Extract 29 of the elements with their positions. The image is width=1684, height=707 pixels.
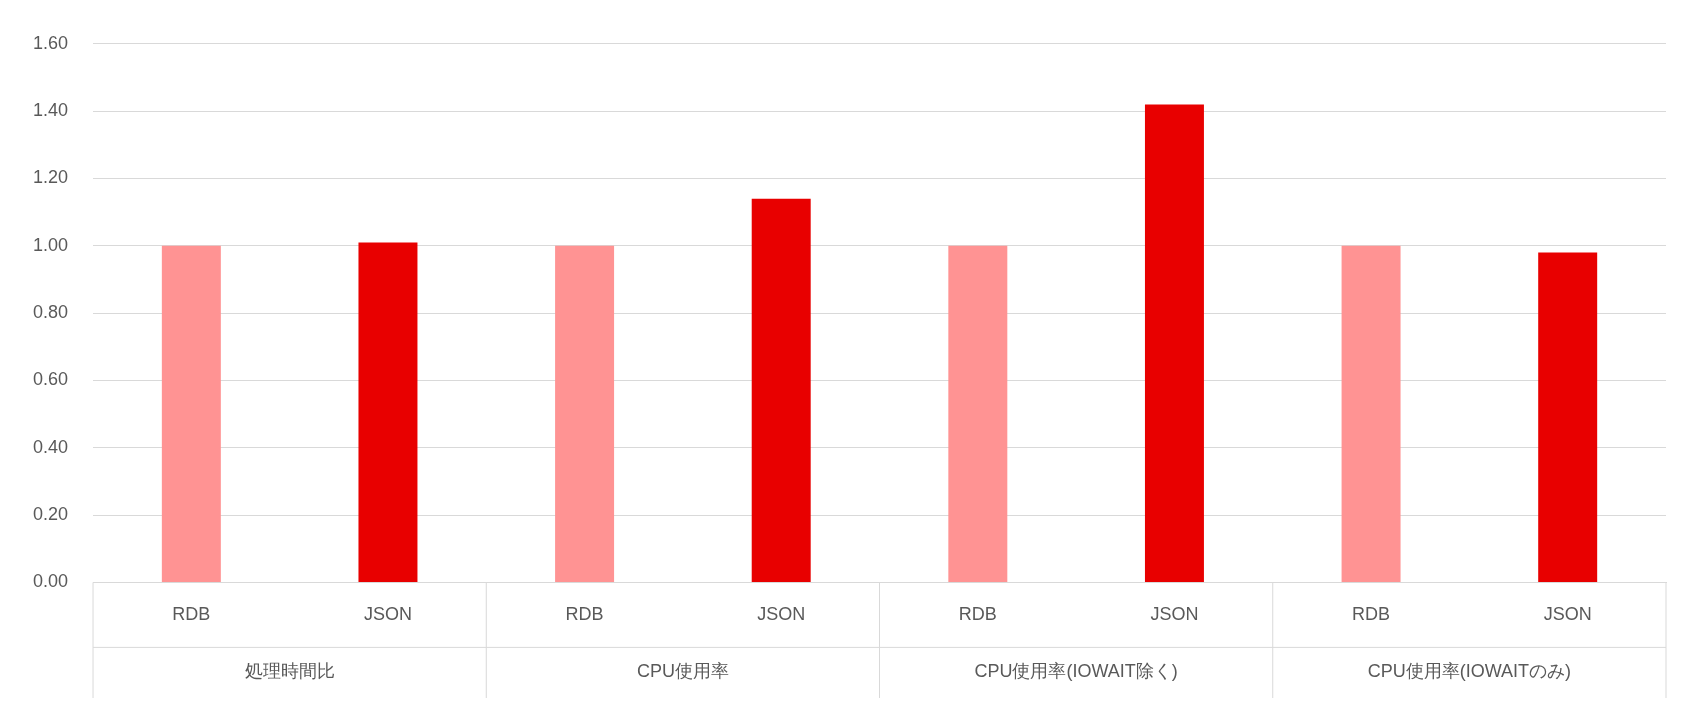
y-tick-label: 0.00 [32, 571, 69, 592]
y-tick-label: 1.00 [32, 234, 69, 255]
x-tick-label: JSON [1543, 604, 1592, 625]
text: 処理時間比 [244, 661, 335, 682]
x-tick-label: JSON [1150, 604, 1199, 625]
bar [555, 245, 615, 582]
y-tick-label: 0.40 [32, 436, 69, 457]
bar [1538, 252, 1598, 582]
bar [751, 198, 811, 582]
bar [1341, 245, 1401, 582]
x-tick-label: JSON [757, 604, 806, 625]
x-tick-label: RDB [172, 604, 211, 625]
y-tick-label: 0.20 [32, 504, 69, 525]
x-tick-label: RDB [958, 604, 997, 625]
y-tick-label: 1.60 [32, 32, 69, 53]
bar [1144, 104, 1204, 582]
y-tick-label: 1.40 [32, 100, 69, 121]
y-tick-label: 1.20 [32, 167, 69, 188]
x-tick-label: JSON [363, 604, 412, 625]
text: CPU使用率(IOWAIT除く) [974, 661, 1178, 682]
bar [161, 245, 221, 582]
x-tick-label: RDB [565, 604, 604, 625]
y-tick-label: 0.80 [32, 302, 69, 323]
y-tick-label: 0.60 [32, 369, 69, 390]
x-tick-label: RDB [1352, 604, 1391, 625]
bar [358, 242, 418, 582]
bar [948, 245, 1008, 582]
text: CPU使用率 [636, 661, 729, 682]
text: CPU使用率(IOWAITのみ) [1367, 661, 1572, 682]
